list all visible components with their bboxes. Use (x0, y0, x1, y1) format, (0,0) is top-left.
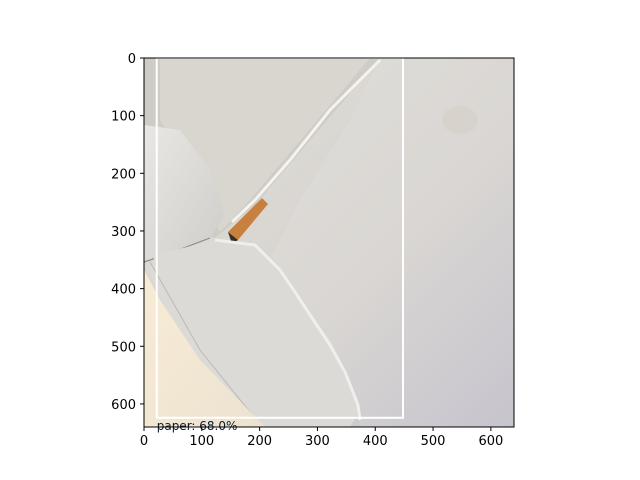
x-tick-label: 400 (363, 434, 388, 449)
x-tick-label: 200 (247, 434, 272, 449)
detection-label: paper: 68.0% (157, 419, 238, 433)
y-tick-label: 0 (128, 52, 136, 67)
y-tick-label: 400 (111, 283, 136, 298)
y-tick-label: 300 (111, 225, 136, 240)
y-tick-label: 500 (111, 340, 136, 355)
x-tick-label: 300 (305, 434, 330, 449)
y-axis: 0 100 200 300 400 500 600 (111, 52, 144, 413)
axes-frame (143, 57, 515, 428)
x-tick-label: 500 (421, 434, 446, 449)
y-tick-label: 200 (111, 167, 136, 182)
x-tick-label: 0 (140, 434, 148, 449)
x-tick-label: 100 (189, 434, 214, 449)
y-tick-label: 100 (111, 110, 136, 125)
x-axis: 0 100 200 300 400 500 600 (140, 427, 503, 449)
y-tick-label: 600 (111, 398, 136, 413)
photo (144, 58, 514, 427)
x-tick-label: 600 (478, 434, 503, 449)
